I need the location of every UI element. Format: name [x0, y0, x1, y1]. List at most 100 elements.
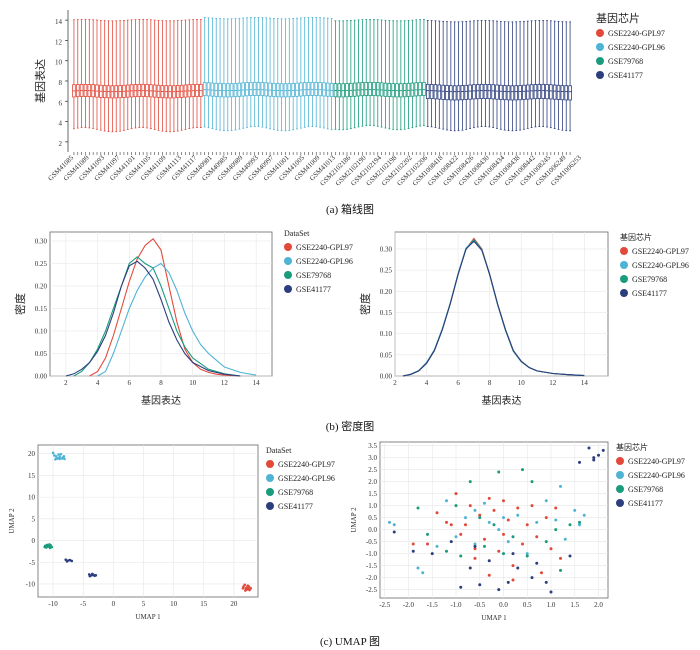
box-body — [529, 84, 534, 100]
scatter-point — [54, 454, 58, 458]
scatter-point — [51, 451, 55, 455]
density-line — [73, 256, 241, 377]
scatter-point — [473, 544, 477, 548]
y-tick-label: 1.5 — [368, 490, 377, 498]
box-body — [552, 84, 557, 100]
box-body — [375, 82, 380, 97]
scatter-point — [563, 537, 567, 541]
scatter-point — [525, 552, 529, 556]
box-body — [475, 84, 480, 100]
scatter-point — [568, 554, 572, 558]
legend-label: GSE2240-GPL96 — [628, 471, 685, 480]
legend-marker — [616, 485, 624, 493]
y-tick-label: 0.15 — [380, 309, 393, 317]
x-tick-label: 10 — [170, 600, 178, 608]
scatter-point — [435, 511, 439, 515]
scatter-point — [459, 585, 463, 589]
y-tick-label: 0.20 — [380, 288, 393, 296]
y-tick-label: -10 — [26, 580, 36, 588]
scatter-point — [58, 455, 61, 459]
scatter-point — [245, 588, 248, 591]
y-tick-label: 2.5 — [368, 466, 377, 474]
scatter-point — [559, 568, 562, 572]
x-tick-label: 2 — [393, 379, 397, 387]
box-body — [514, 85, 519, 101]
y-tick-label: 0.25 — [35, 260, 48, 268]
scatter-point — [58, 457, 61, 461]
box-body — [245, 82, 249, 97]
scatter-point — [54, 458, 57, 461]
y-tick-label: 15 — [28, 472, 36, 480]
box-body — [510, 85, 515, 101]
plot-area — [37, 444, 259, 598]
scatter-point — [464, 516, 467, 520]
y-tick-label: -1.5 — [366, 562, 378, 570]
scatter-point — [449, 540, 453, 544]
scatter-point — [502, 516, 505, 520]
scatter-point — [487, 573, 491, 577]
density-panel-left: 2 4 6 8 10 12 14 0.00 0.05 0.10 0.15 0.20 0.25 0.30 基因… — [13, 229, 353, 407]
legend-marker — [596, 43, 604, 51]
scatter-point — [568, 523, 572, 527]
scatter-point — [549, 590, 553, 594]
scatter-point — [511, 564, 515, 568]
y-tick-label: 0.05 — [35, 350, 48, 358]
scatter-point — [478, 583, 482, 587]
legend-title: 基因芯片 — [596, 11, 640, 25]
scatter-point — [483, 501, 486, 505]
x-tick-label: -10 — [48, 600, 58, 608]
x-tick-label: 6 — [128, 379, 132, 387]
box-body — [499, 84, 503, 100]
scatter-point — [243, 583, 247, 587]
legend-title: DataSet — [266, 446, 292, 455]
scatter-point — [530, 480, 534, 484]
box-body — [483, 83, 488, 99]
scatter-point — [502, 499, 505, 503]
y-tick-label: 8 — [59, 79, 63, 87]
scatter-point — [57, 453, 60, 456]
scatter-point — [88, 574, 92, 578]
legend-title: 基因芯片 — [616, 442, 648, 452]
x-tick-label: 14 — [253, 379, 261, 387]
legend-label: GSE41177 — [628, 499, 663, 508]
caption-b: (b) 密度图 — [326, 419, 375, 433]
box-body — [449, 85, 453, 101]
box-body — [568, 85, 572, 101]
box-body — [364, 81, 369, 96]
scatter-point — [497, 470, 501, 474]
legend-marker — [620, 261, 628, 269]
box-body — [372, 81, 376, 96]
y-axis-title: 密度 — [358, 293, 372, 315]
scatter-point — [468, 566, 472, 570]
scatter-point — [487, 496, 491, 500]
scatter-point — [525, 523, 529, 527]
scatter-point — [601, 448, 605, 452]
scatter-point — [597, 453, 600, 457]
box-body — [414, 82, 419, 97]
x-axis-title: 基因表达 — [141, 394, 181, 407]
scatter-point — [573, 508, 577, 512]
scatter-point — [525, 554, 529, 558]
density-line — [402, 240, 585, 377]
scatter-point — [535, 561, 539, 565]
scatter-point — [392, 523, 396, 527]
y-tick-label: 12 — [55, 38, 63, 46]
scatter-point — [445, 549, 448, 553]
scatter-point — [426, 532, 429, 536]
box-body — [445, 85, 449, 101]
legend-marker — [596, 57, 604, 65]
scatter-point — [540, 571, 543, 575]
scatter-point — [506, 518, 510, 522]
scatter-point — [492, 523, 496, 527]
y-tick-label: 0.30 — [35, 238, 48, 246]
y-tick-label: 0.10 — [35, 328, 48, 336]
scatter-point — [449, 523, 453, 527]
umap-panel-left: -10 -5 0 5 10 15 20 -10 -5 0 5 10 15 20 UMAP 1 UMAP 2 Da… — [8, 444, 335, 621]
scatter-point — [506, 580, 510, 584]
scatter-point — [544, 499, 548, 503]
scatter-point — [530, 576, 534, 580]
legend-marker — [616, 499, 624, 507]
scatter-point — [90, 572, 94, 576]
scatter-point — [544, 580, 548, 584]
legend-label: GSE79768 — [628, 485, 663, 494]
